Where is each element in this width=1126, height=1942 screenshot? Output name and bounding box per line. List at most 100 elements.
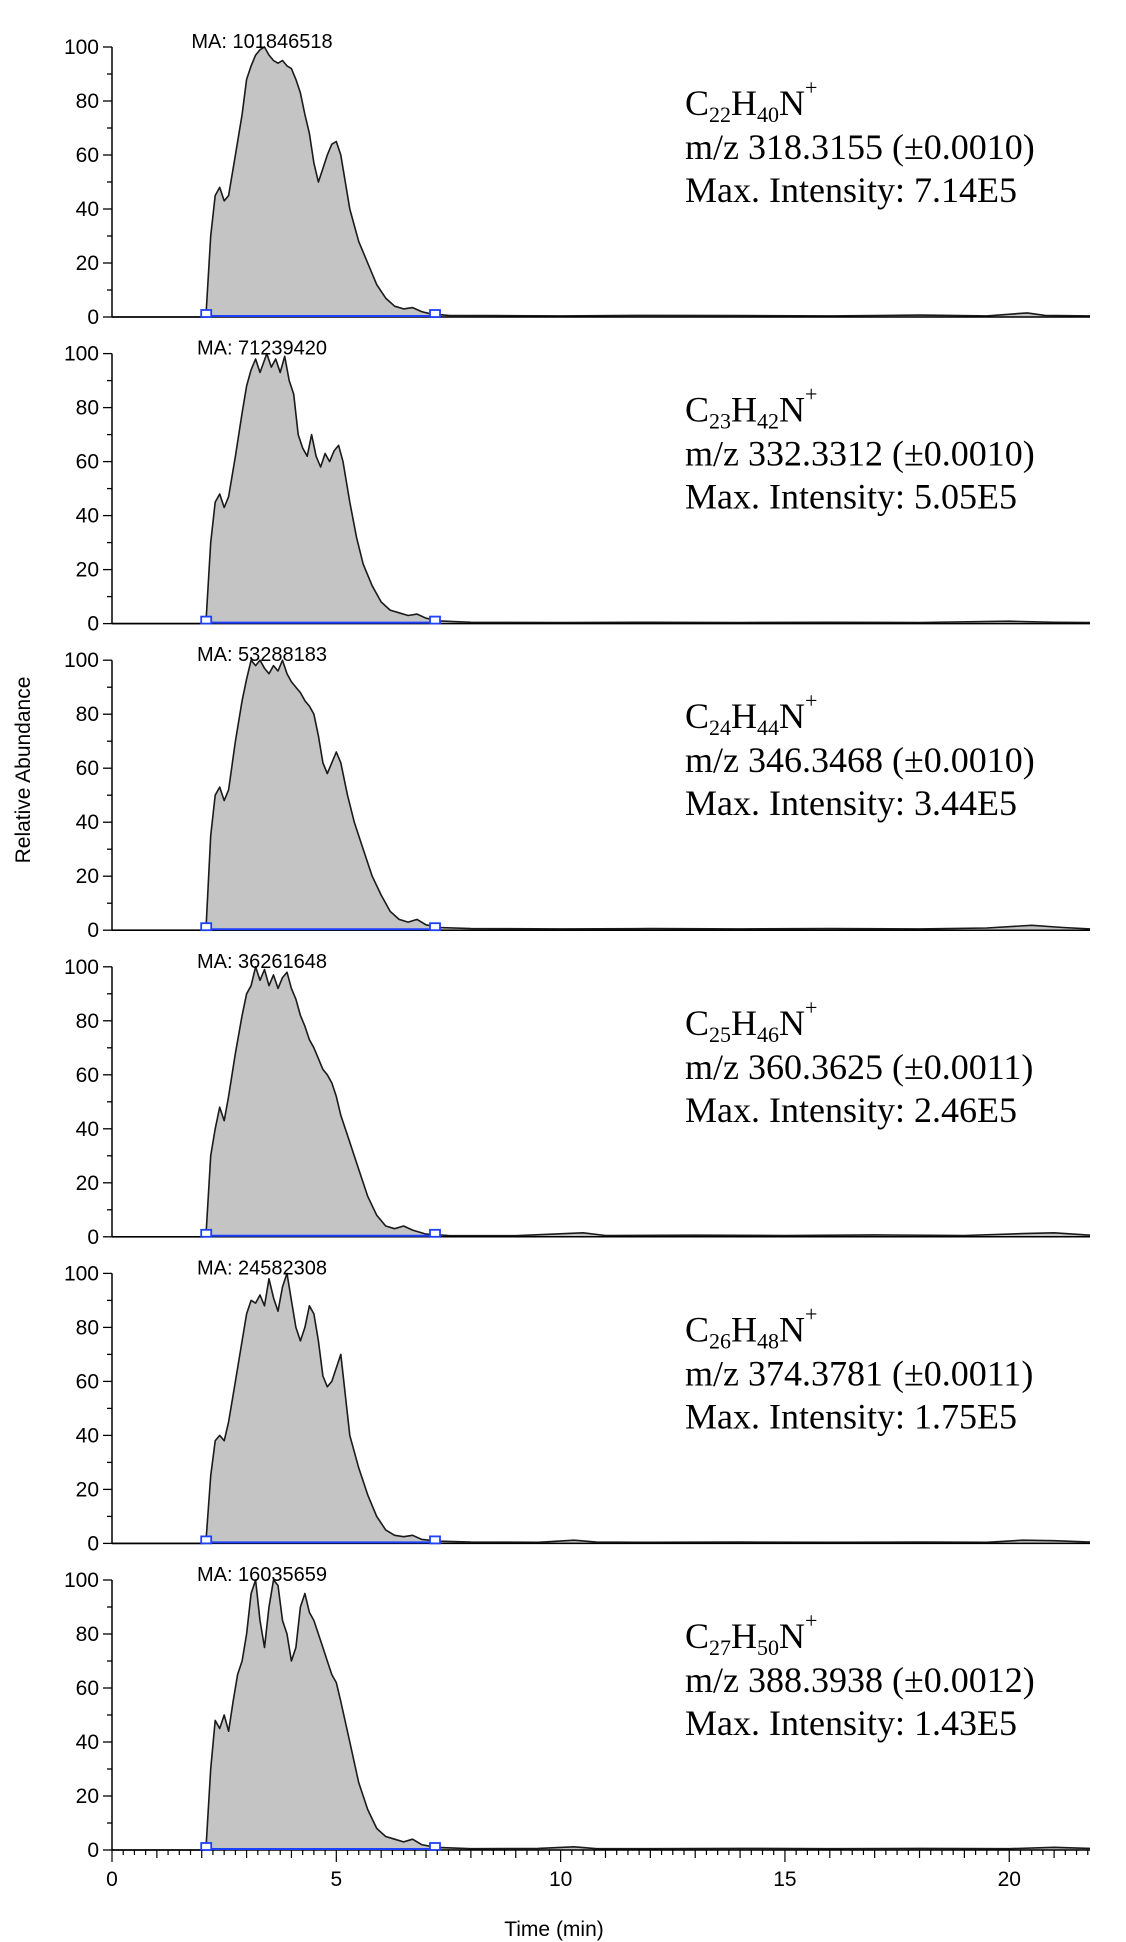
y-tick-label: 60	[76, 144, 99, 167]
y-tick-label: 100	[64, 956, 99, 979]
x-tick-label: 10	[549, 1868, 572, 1891]
mz-label: m/z 318.3155 (±0.0010)	[685, 127, 1035, 167]
y-tick-label: 20	[76, 1785, 99, 1808]
peak-area	[112, 1580, 1090, 1850]
y-tick-label: 0	[87, 613, 99, 636]
y-tick-label: 20	[76, 1172, 99, 1195]
x-axis: 0 5 10 15 20	[106, 1850, 1089, 1891]
y-tick-label: 0	[87, 919, 99, 942]
panel-3: 0 20 40 60 80 100 MA: 53288183 C24H44N+m/z 346.…	[64, 644, 1091, 942]
mz-label: m/z 388.3938 (±0.0012)	[685, 1660, 1035, 1700]
y-tick-label: 0	[87, 1532, 99, 1555]
mz-label: m/z 374.3781 (±0.0011)	[685, 1353, 1033, 1393]
integration-end-marker	[429, 1842, 441, 1851]
x-axis-title: Time (min)	[504, 1918, 604, 1941]
integration-end-marker	[429, 615, 441, 625]
y-tick-label: 80	[76, 1010, 99, 1033]
ma-label: MA: 53288183	[197, 644, 327, 666]
formula-label: C23H42N+	[685, 382, 817, 434]
ma-label: MA: 24582308	[197, 1257, 327, 1279]
y-tick-label: 60	[76, 1370, 99, 1393]
y-tick-label: 40	[76, 1731, 99, 1754]
panel-2: 0 20 40 60 80 100 MA: 71239420 C23H42N+m/z 332.…	[64, 338, 1091, 636]
max-intensity-label: Max. Intensity: 1.43E5	[685, 1703, 1017, 1743]
y-tick-label: 20	[76, 559, 99, 582]
chromatogram-trace	[112, 46, 1091, 318]
x-tick-label: 0	[106, 1868, 118, 1891]
integration-end-marker	[429, 309, 441, 318]
peak-area	[112, 1273, 1090, 1544]
panels: 0 20 40 60 80 100 MA: 101846518 C22H40N+m/z 318…	[64, 31, 1091, 1862]
y-tick-label: 0	[87, 1839, 99, 1862]
integration-start-marker	[200, 309, 213, 318]
integration-start-marker	[200, 615, 213, 625]
y-tick-label: 100	[64, 649, 99, 672]
y-tick-label: 40	[76, 505, 99, 528]
integration-end-marker	[429, 1535, 441, 1545]
peak-area	[112, 47, 1090, 317]
y-tick-label: 100	[64, 343, 99, 366]
y-tick-label: 20	[76, 1478, 99, 1501]
mz-label: m/z 346.3468 (±0.0010)	[685, 740, 1035, 780]
peak-area	[112, 353, 1090, 624]
y-tick-label: 80	[76, 703, 99, 726]
y-tick-label: 100	[64, 1569, 99, 1592]
chromatogram-trace	[112, 1579, 1091, 1851]
y-tick-label: 60	[76, 1677, 99, 1700]
y-tick-label: 0	[87, 1226, 99, 1249]
ma-label: MA: 16035659	[197, 1564, 327, 1586]
integration-start-marker	[200, 922, 213, 932]
mz-label: m/z 360.3625 (±0.0011)	[685, 1047, 1033, 1087]
y-tick-label: 100	[64, 36, 99, 59]
peak-area	[112, 966, 1090, 1237]
formula-label: C22H40N+	[685, 75, 817, 127]
y-tick-label: 60	[76, 1064, 99, 1087]
panel-4: 0 20 40 60 80 100 MA: 36261648 C25H46N+m/z 360.…	[64, 951, 1091, 1249]
panel-1: 0 20 40 60 80 100 MA: 101846518 C22H40N+m/z 318…	[64, 31, 1091, 329]
y-tick-label: 40	[76, 1118, 99, 1141]
y-tick-label: 100	[64, 1262, 99, 1285]
y-tick-label: 40	[76, 1424, 99, 1447]
y-tick-label: 80	[76, 1316, 99, 1339]
integration-end-marker	[429, 1228, 441, 1238]
integration-start-marker	[200, 1228, 213, 1238]
max-intensity-label: Max. Intensity: 3.44E5	[685, 783, 1017, 823]
y-tick-label: 20	[76, 252, 99, 275]
max-intensity-label: Max. Intensity: 2.46E5	[685, 1090, 1017, 1130]
ma-label: MA: 71239420	[197, 338, 327, 360]
y-tick-label: 80	[76, 90, 99, 113]
y-tick-label: 40	[76, 198, 99, 221]
integration-start-marker	[200, 1535, 213, 1545]
chromatogram-trace	[112, 659, 1091, 931]
chromatogram-trace	[112, 1272, 1091, 1545]
y-tick-label: 40	[76, 811, 99, 834]
max-intensity-label: Max. Intensity: 1.75E5	[685, 1396, 1017, 1436]
x-tick-label: 5	[330, 1868, 342, 1891]
max-intensity-label: Max. Intensity: 7.14E5	[685, 170, 1017, 210]
y-tick-label: 60	[76, 757, 99, 780]
ma-label: MA: 36261648	[197, 951, 327, 973]
y-tick-label: 80	[76, 1623, 99, 1646]
y-tick-label: 60	[76, 451, 99, 474]
integration-end-marker	[429, 922, 441, 932]
integration-start-marker	[200, 1842, 213, 1851]
x-tick-label: 20	[998, 1868, 1021, 1891]
x-tick-label: 15	[773, 1868, 796, 1891]
max-intensity-label: Max. Intensity: 5.05E5	[685, 477, 1017, 517]
formula-label: C27H50N+	[685, 1608, 817, 1660]
y-tick-label: 80	[76, 397, 99, 420]
panel-5: 0 20 40 60 80 100 MA: 24582308 C26H48N+m/z 374.…	[64, 1257, 1091, 1555]
y-axis-title: Relative Abundance	[12, 677, 35, 864]
chromatogram-trace	[112, 966, 1091, 1238]
formula-label: C26H48N+	[685, 1301, 817, 1353]
chromatogram-trace	[112, 352, 1091, 625]
y-tick-label: 20	[76, 865, 99, 888]
formula-label: C25H46N+	[685, 995, 817, 1047]
formula-label: C24H44N+	[685, 688, 817, 740]
y-tick-label: 0	[87, 306, 99, 329]
peak-area	[112, 660, 1090, 931]
ma-label: MA: 101846518	[191, 31, 332, 53]
mz-label: m/z 332.3312 (±0.0010)	[685, 434, 1035, 474]
panel-6: 0 20 40 60 80 100 MA: 16035659 C27H50N+m/z 388.…	[64, 1564, 1091, 1862]
